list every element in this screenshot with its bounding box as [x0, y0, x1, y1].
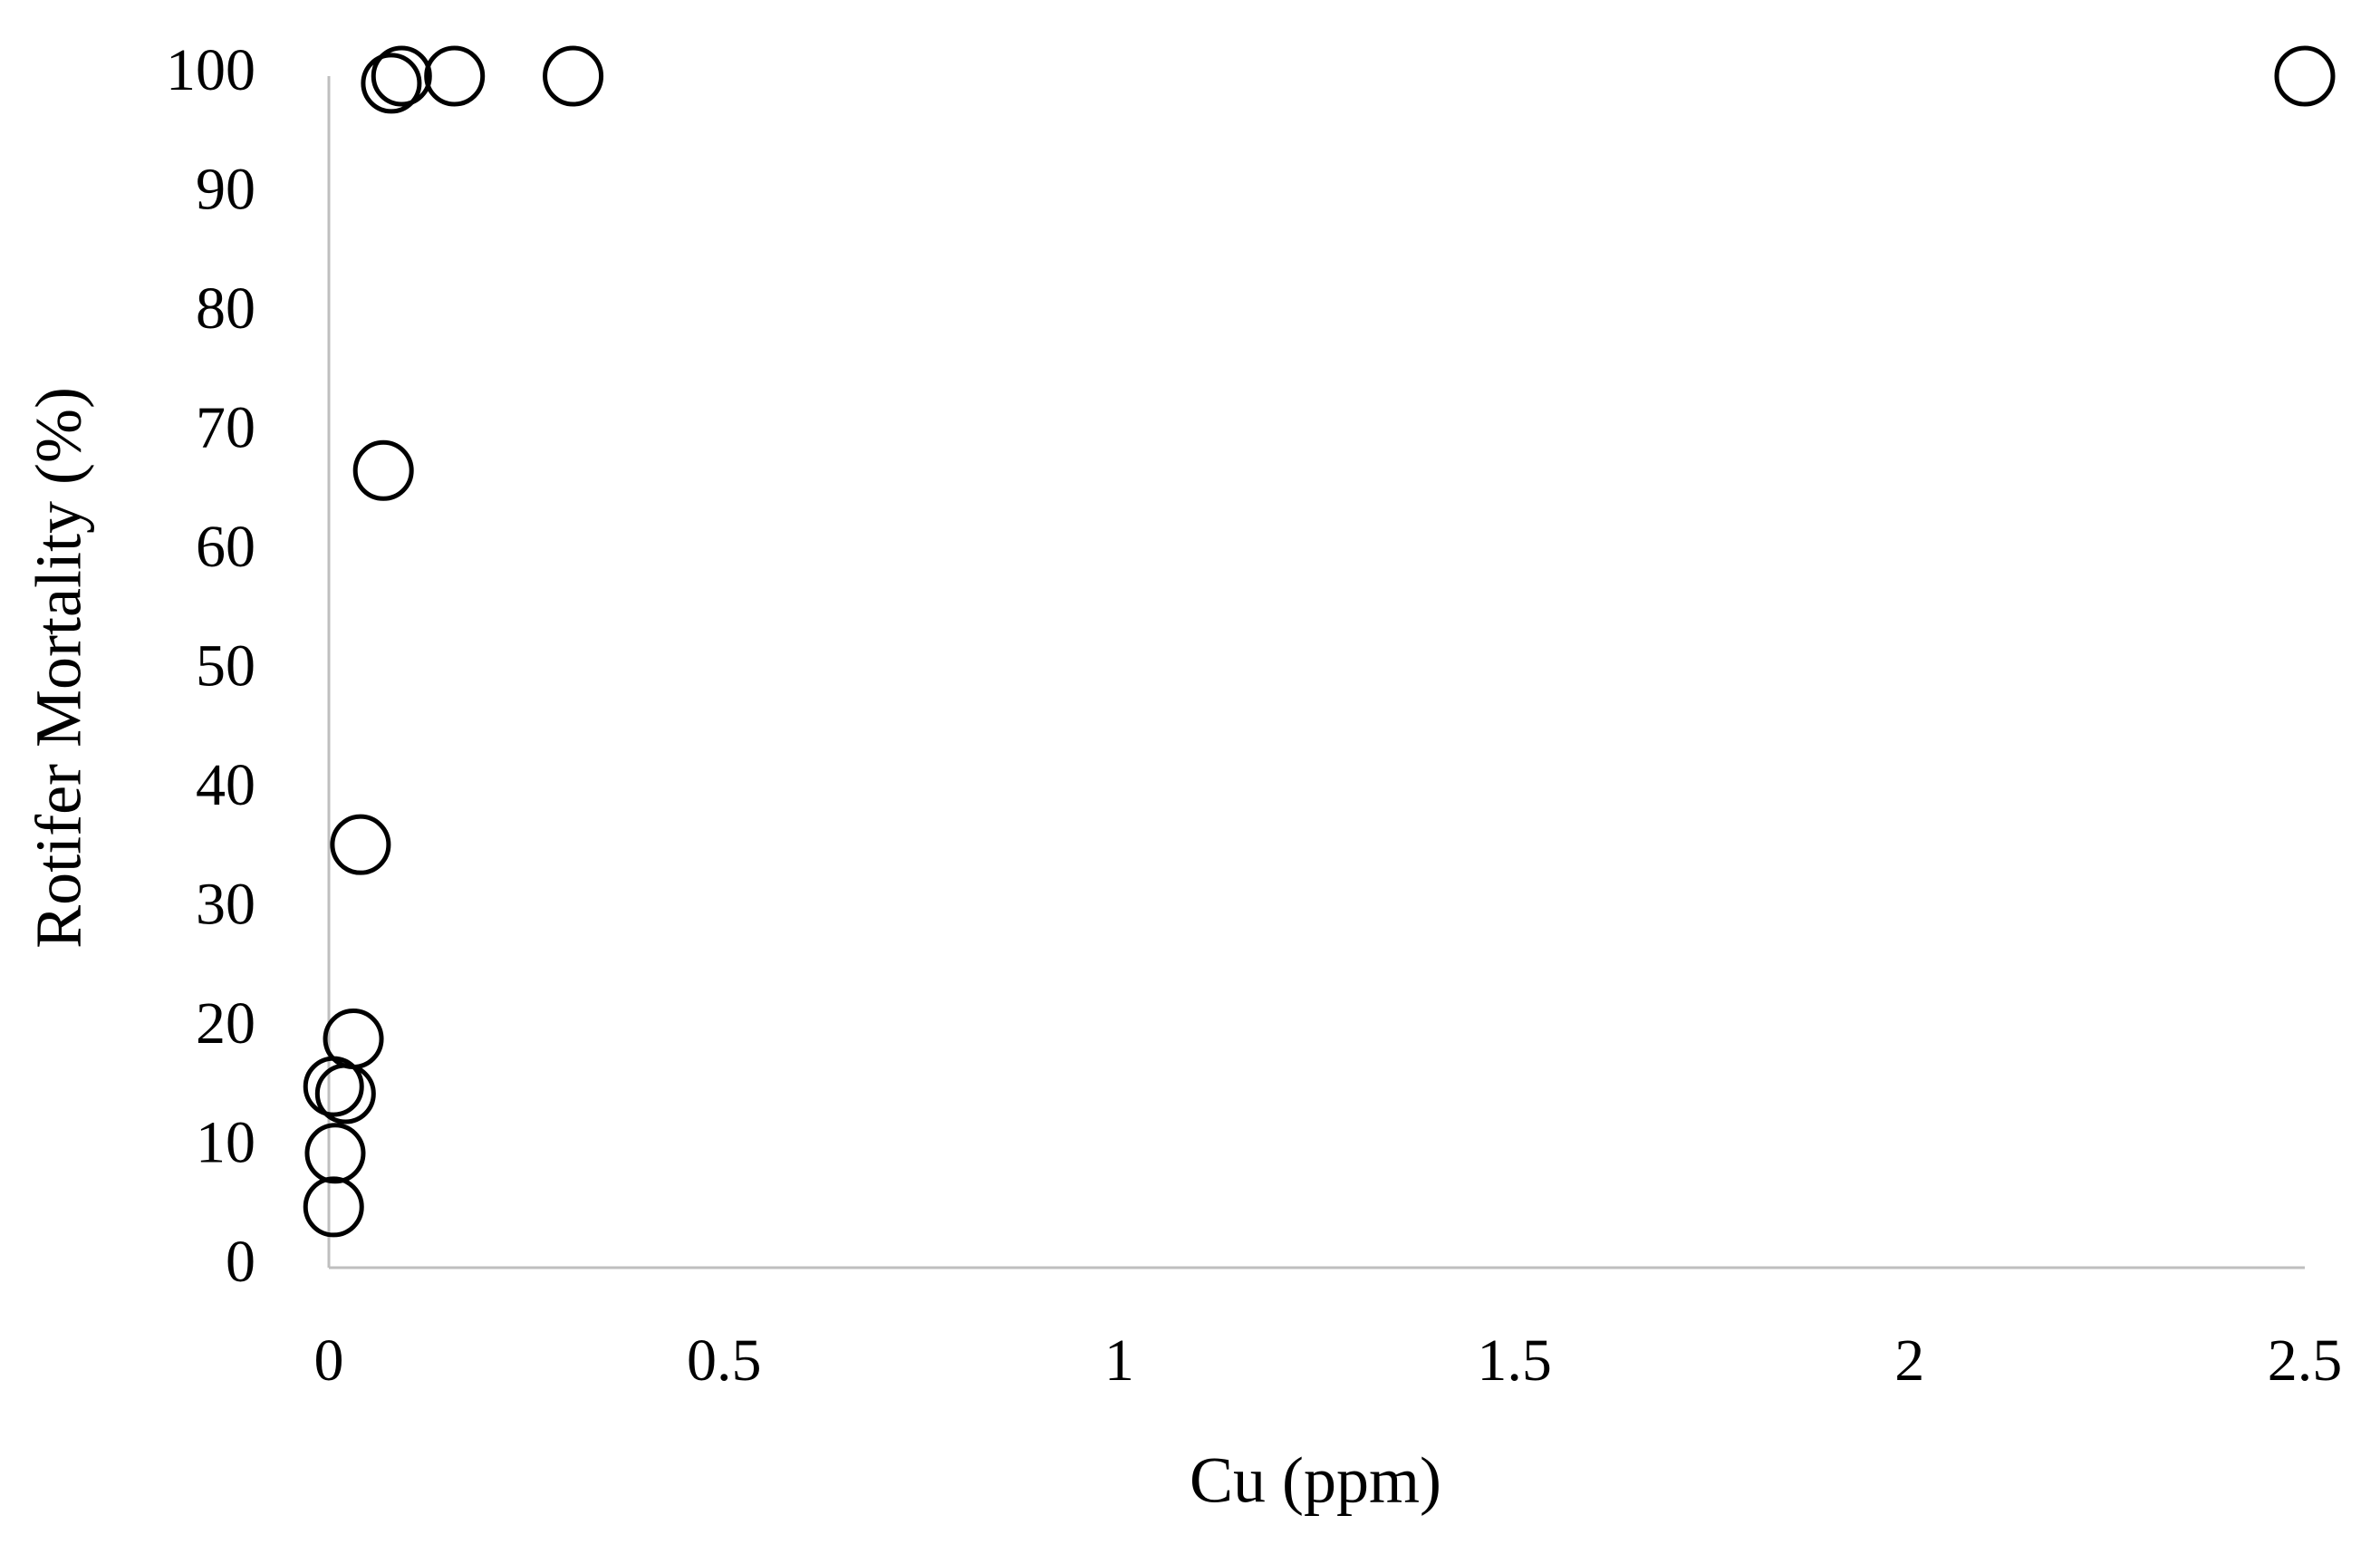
data-point — [371, 45, 432, 107]
y-tick-label: 90 — [196, 157, 255, 223]
data-point — [303, 1056, 364, 1117]
y-tick-label: 80 — [196, 275, 255, 342]
data-point — [543, 45, 604, 107]
x-tick-label: 0.5 — [687, 1327, 762, 1394]
y-tick-label: 20 — [196, 990, 255, 1057]
data-point — [352, 439, 414, 501]
y-tick-label: 0 — [226, 1229, 255, 1295]
x-tick-label: 1.5 — [1477, 1327, 1552, 1394]
y-tick-label: 70 — [196, 395, 255, 461]
y-tick-label: 50 — [196, 633, 255, 700]
y-tick-label: 100 — [166, 37, 255, 103]
x-tick-label: 0 — [314, 1327, 344, 1394]
y-tick-label: 40 — [196, 752, 255, 818]
y-axis-title: Rotifer Mortality (%) — [23, 387, 95, 949]
x-tick-label: 2 — [1894, 1327, 1924, 1394]
data-point — [304, 1123, 366, 1184]
x-tick-label: 1 — [1104, 1327, 1134, 1394]
y-tick-label: 60 — [196, 514, 255, 580]
data-point — [303, 1176, 364, 1238]
x-axis-title: Cu (ppm) — [1190, 1444, 1441, 1517]
data-point — [330, 814, 391, 875]
data-point — [314, 1063, 376, 1124]
y-tick-label: 30 — [196, 872, 255, 938]
y-tick-label: 10 — [196, 1110, 255, 1176]
data-point — [424, 45, 486, 107]
x-tick-label: 2.5 — [2268, 1327, 2343, 1394]
data-point — [361, 53, 422, 114]
data-point — [2274, 45, 2336, 107]
